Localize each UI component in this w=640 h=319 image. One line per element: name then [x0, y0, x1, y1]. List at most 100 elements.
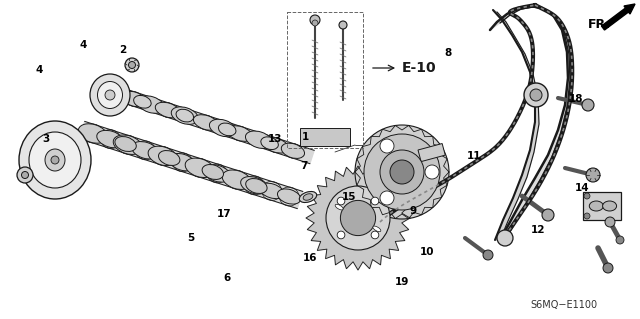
- Ellipse shape: [172, 153, 192, 172]
- Text: 4: 4: [79, 40, 87, 50]
- Ellipse shape: [218, 123, 236, 136]
- Ellipse shape: [160, 103, 175, 117]
- Circle shape: [312, 20, 318, 26]
- Text: 13: 13: [268, 134, 282, 144]
- Ellipse shape: [268, 138, 284, 153]
- Ellipse shape: [22, 172, 29, 179]
- Ellipse shape: [204, 165, 230, 182]
- Ellipse shape: [232, 126, 248, 141]
- Text: 12: 12: [531, 225, 545, 235]
- Text: 3: 3: [42, 134, 50, 144]
- Circle shape: [340, 200, 376, 236]
- Ellipse shape: [227, 126, 252, 141]
- Ellipse shape: [118, 135, 138, 154]
- Ellipse shape: [261, 137, 278, 150]
- Ellipse shape: [252, 132, 267, 147]
- Ellipse shape: [156, 102, 180, 118]
- Ellipse shape: [51, 156, 59, 164]
- Text: 19: 19: [395, 277, 409, 287]
- Bar: [418, 144, 445, 162]
- Ellipse shape: [100, 130, 120, 149]
- Ellipse shape: [190, 158, 209, 177]
- Ellipse shape: [109, 86, 125, 101]
- Circle shape: [380, 139, 394, 153]
- Text: 2: 2: [119, 45, 127, 56]
- Circle shape: [371, 231, 379, 239]
- Circle shape: [542, 209, 554, 221]
- Circle shape: [380, 191, 394, 205]
- Ellipse shape: [115, 137, 136, 152]
- Circle shape: [584, 193, 590, 199]
- Text: 6: 6: [223, 272, 231, 283]
- Text: 4: 4: [36, 65, 44, 75]
- Circle shape: [605, 217, 615, 227]
- Text: 11: 11: [467, 151, 481, 161]
- Ellipse shape: [246, 179, 267, 193]
- Ellipse shape: [153, 146, 173, 165]
- Ellipse shape: [285, 144, 301, 158]
- Text: 17: 17: [217, 209, 231, 219]
- Circle shape: [390, 160, 414, 184]
- Ellipse shape: [198, 115, 214, 130]
- Ellipse shape: [97, 130, 124, 148]
- Text: 15: 15: [342, 192, 356, 202]
- Ellipse shape: [209, 119, 237, 137]
- Text: 16: 16: [303, 253, 317, 263]
- Circle shape: [497, 230, 513, 246]
- Circle shape: [355, 125, 449, 219]
- Circle shape: [586, 168, 600, 182]
- Ellipse shape: [185, 158, 214, 177]
- Circle shape: [364, 134, 440, 210]
- Ellipse shape: [176, 109, 193, 122]
- Polygon shape: [306, 166, 410, 270]
- Circle shape: [582, 99, 594, 111]
- Ellipse shape: [202, 165, 223, 180]
- Ellipse shape: [303, 194, 313, 200]
- Circle shape: [339, 21, 347, 29]
- Ellipse shape: [241, 176, 268, 194]
- Ellipse shape: [215, 121, 230, 135]
- Circle shape: [337, 231, 345, 239]
- Text: 10: 10: [420, 247, 434, 257]
- Circle shape: [380, 150, 424, 194]
- Ellipse shape: [244, 176, 264, 195]
- Ellipse shape: [122, 91, 147, 107]
- Ellipse shape: [143, 97, 159, 112]
- Text: 7: 7: [300, 161, 308, 171]
- Ellipse shape: [264, 137, 289, 153]
- Ellipse shape: [132, 142, 159, 159]
- Ellipse shape: [126, 92, 141, 107]
- Ellipse shape: [136, 141, 155, 160]
- Text: 5: 5: [187, 233, 195, 243]
- Polygon shape: [79, 122, 303, 209]
- Circle shape: [483, 250, 493, 260]
- Text: 14: 14: [575, 183, 589, 193]
- Ellipse shape: [300, 191, 317, 203]
- Text: S6MQ−E1100: S6MQ−E1100: [530, 300, 597, 310]
- Ellipse shape: [29, 132, 81, 188]
- Ellipse shape: [603, 201, 616, 211]
- Circle shape: [337, 197, 345, 205]
- Ellipse shape: [259, 183, 284, 199]
- Text: 8: 8: [444, 48, 452, 58]
- Ellipse shape: [78, 124, 108, 143]
- Circle shape: [616, 236, 624, 244]
- Ellipse shape: [227, 170, 246, 189]
- Circle shape: [326, 186, 390, 250]
- Bar: [300, 128, 350, 146]
- Ellipse shape: [17, 167, 33, 183]
- Polygon shape: [490, 6, 570, 240]
- Circle shape: [524, 83, 548, 107]
- Ellipse shape: [129, 62, 136, 69]
- Ellipse shape: [177, 108, 193, 123]
- Ellipse shape: [45, 149, 65, 171]
- Text: FR.: FR.: [588, 18, 611, 31]
- Ellipse shape: [19, 121, 91, 199]
- Circle shape: [425, 165, 439, 179]
- Ellipse shape: [148, 146, 177, 166]
- Ellipse shape: [90, 74, 130, 116]
- Ellipse shape: [134, 95, 151, 108]
- Ellipse shape: [125, 58, 139, 72]
- Text: 18: 18: [569, 94, 583, 104]
- Ellipse shape: [105, 90, 115, 100]
